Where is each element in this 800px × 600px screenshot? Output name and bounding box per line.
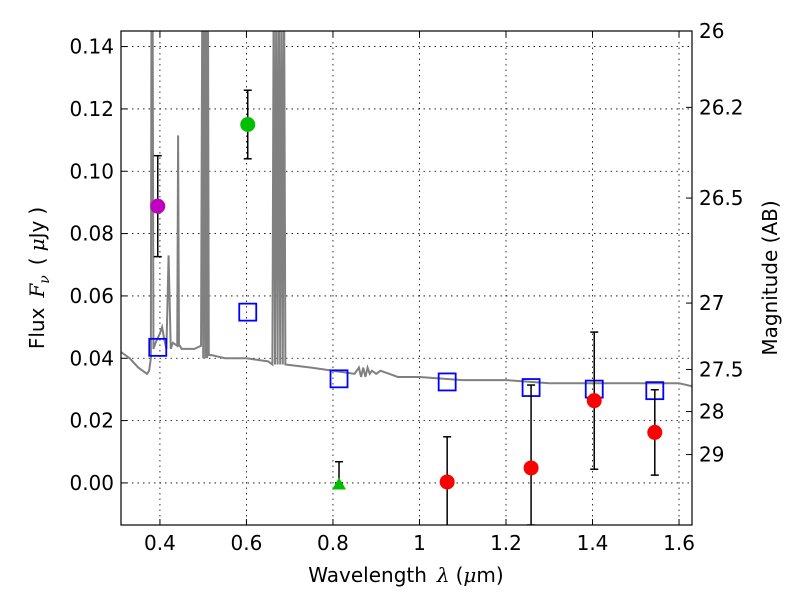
y-tick-label: 0.12 — [69, 97, 114, 121]
model-photometry-square — [329, 369, 349, 389]
x-tick-label: 1.4 — [577, 531, 609, 555]
x-tick-label: 0.4 — [144, 531, 176, 555]
plot-area — [121, 31, 692, 525]
data-point-circle — [647, 424, 663, 440]
y2-axis-ticks: 26 26.2 26.5 27 27.5 28 29 — [686, 19, 744, 467]
y2-tick-label: 26 — [699, 19, 724, 43]
x-tick-label: 1.6 — [663, 531, 695, 555]
x-tick-label: 1.2 — [490, 531, 522, 555]
y-tick-label: 0.02 — [69, 409, 114, 433]
y2-tick-label: 29 — [699, 443, 724, 467]
y2-axis-label: Magnitude (AB) — [758, 200, 782, 355]
y2-tick-label: 26.2 — [699, 95, 744, 119]
model-photometry-square — [437, 372, 457, 392]
y-axis-ticks: 0.00 0.02 0.04 0.06 0.08 0.10 0.12 0.14 — [69, 35, 127, 495]
model-photometry-square — [238, 302, 258, 322]
x-axis-ticks: 0.4 0.6 0.8 1 1.2 1.4 1.6 — [144, 31, 695, 555]
model-photometry-square — [148, 337, 168, 357]
y-axis-label: FluxFν(μJy) — [25, 207, 53, 349]
y-tick-label: 0.04 — [69, 346, 114, 370]
y-tick-label: 0.14 — [69, 35, 114, 59]
x-axis-label: Wavelength λ (μm) — [308, 563, 503, 587]
x-tick-label: 0.6 — [231, 531, 263, 555]
y2-tick-label: 28 — [699, 400, 724, 424]
y2-tick-label: 27 — [699, 291, 724, 315]
y2-tick-label: 27.5 — [699, 357, 744, 381]
data-point-circle — [523, 460, 539, 476]
data-point-triangle — [332, 477, 347, 490]
y-tick-label: 0.08 — [69, 222, 114, 246]
model-sed-line — [121, 31, 692, 388]
x-tick-label: 0.8 — [317, 531, 349, 555]
plot-frame — [120, 30, 693, 526]
y-tick-label: 0.10 — [69, 159, 114, 183]
x-tick-label: 1 — [413, 531, 426, 555]
data-point-circle — [439, 474, 455, 490]
y2-tick-label: 26.5 — [699, 186, 744, 210]
data-point-circle — [150, 198, 166, 214]
y-tick-label: 0.00 — [69, 471, 114, 495]
y-tick-label: 0.06 — [69, 284, 114, 308]
data-point-circle — [586, 393, 602, 409]
data-point-circle — [240, 117, 256, 133]
